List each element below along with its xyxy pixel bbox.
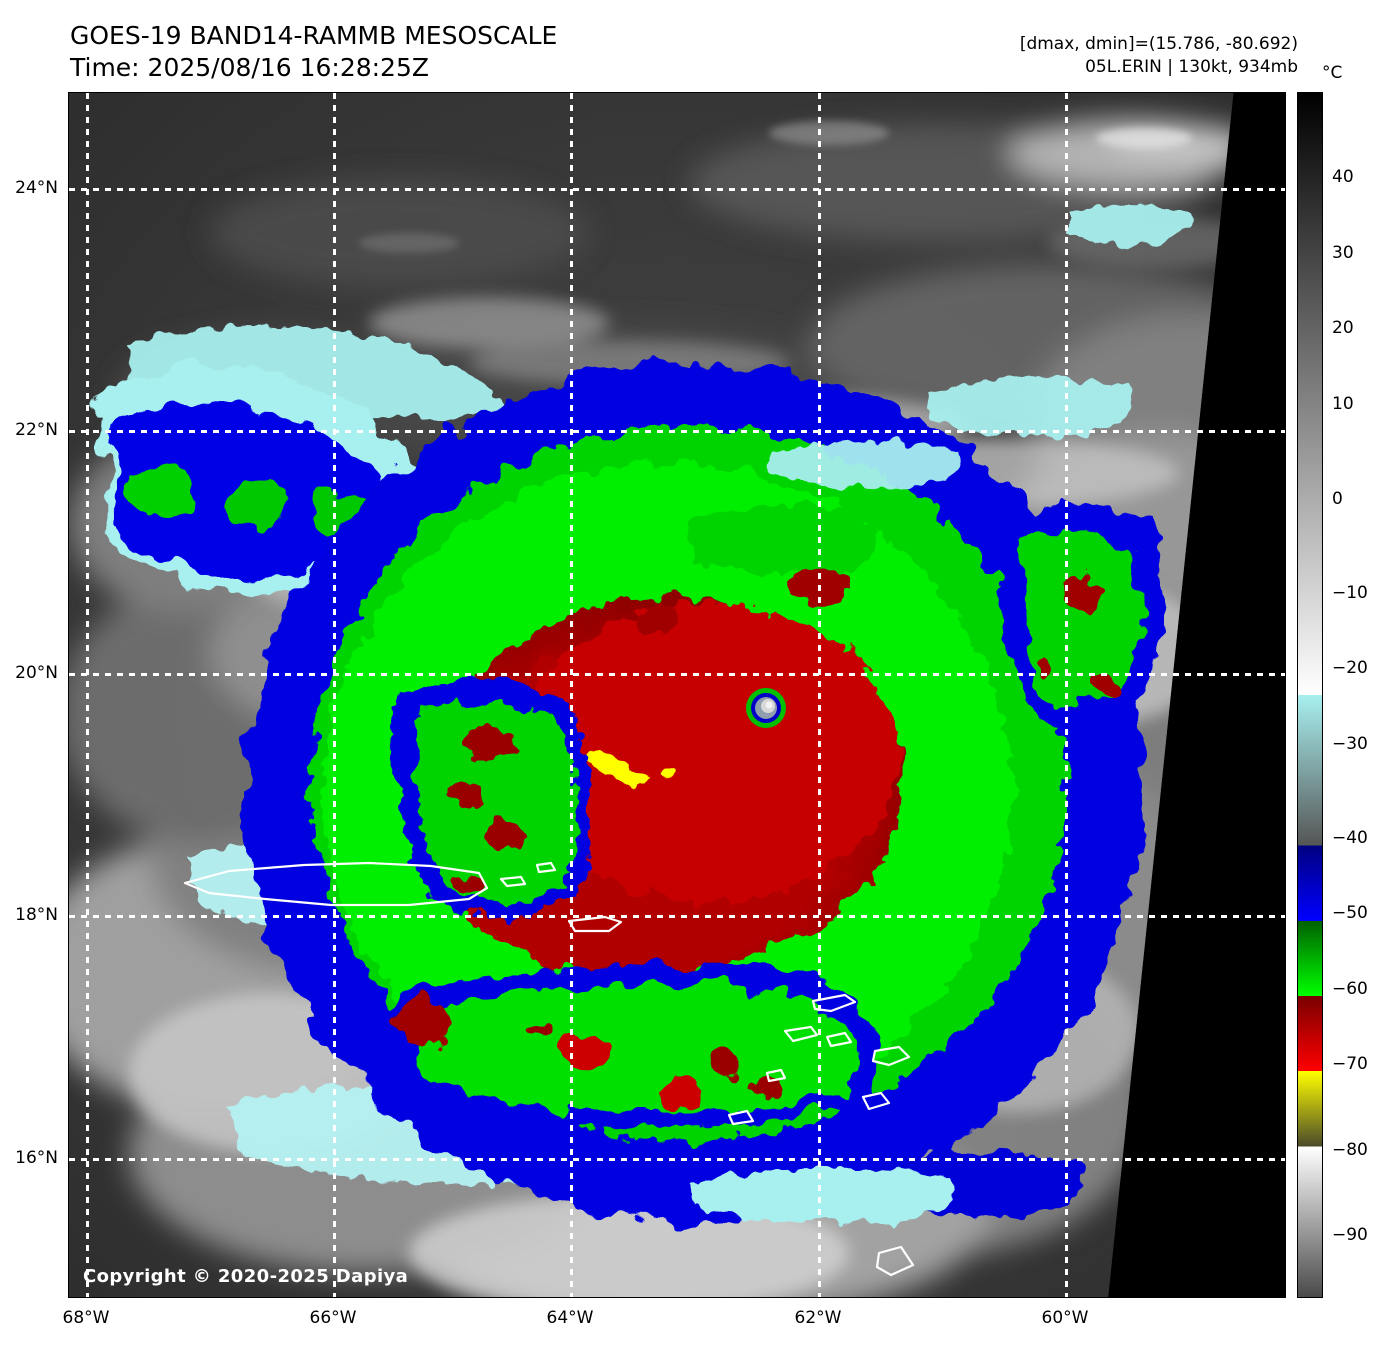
satellite-data-footprint (69, 93, 1234, 1297)
x-tick-62w: 62°W (794, 1308, 842, 1328)
dmax-dmin-label: [dmax, dmin]=(15.786, -80.692) (1019, 34, 1298, 54)
y-tick-18n: 18°N (15, 905, 58, 925)
gridline-lon-64w (570, 93, 573, 1297)
cb-tick-0: 0 (1332, 489, 1343, 509)
hurricane-eye (746, 688, 786, 728)
y-tick-24n: 24°N (15, 178, 58, 198)
cb-tick-m50: −50 (1332, 903, 1368, 923)
temperature-colorbar[interactable] (1297, 92, 1323, 1298)
y-tick-16n: 16°N (15, 1148, 58, 1168)
x-tick-68w: 68°W (62, 1308, 110, 1328)
gridline-lat-24n (69, 188, 1285, 191)
gridline-lat-20n (69, 673, 1285, 676)
copyright-label: Copyright © 2020-2025 Dapiya (83, 1266, 409, 1287)
gridline-lon-66w (333, 93, 336, 1297)
cb-tick-m30: −30 (1332, 734, 1368, 754)
cb-tick-m90: −90 (1332, 1225, 1368, 1245)
cb-tick-m20: −20 (1332, 658, 1368, 678)
y-tick-20n: 20°N (15, 663, 58, 683)
cb-tick-m80: −80 (1332, 1140, 1368, 1160)
product-title: GOES-19 BAND14-RAMMB MESOSCALE (70, 21, 558, 50)
cb-tick-40: 40 (1332, 167, 1354, 187)
cb-tick-10: 10 (1332, 394, 1354, 414)
cb-tick-m60: −60 (1332, 979, 1368, 999)
coastline-overlay (183, 861, 915, 1277)
cb-tick-m70: −70 (1332, 1054, 1368, 1074)
colorbar-gradient (1298, 93, 1322, 1297)
cb-tick-m40: −40 (1332, 828, 1368, 848)
x-tick-64w: 64°W (546, 1308, 594, 1328)
colorbar-unit-label: °C (1322, 63, 1343, 83)
page-title: GOES-19 BAND14-RAMMB MESOSCALE Time: 202… (70, 20, 557, 84)
gridline-lat-16n (69, 1158, 1285, 1161)
cb-tick-30: 30 (1332, 243, 1354, 263)
gridline-lon-68w (86, 93, 89, 1297)
timestamp-label: Time: 2025/08/16 16:28:25Z (70, 53, 429, 82)
gridline-lon-62w (818, 93, 821, 1297)
x-tick-60w: 60°W (1041, 1308, 1089, 1328)
infrared-enhancement-layer (99, 205, 1190, 1224)
storm-info-label: 05L.ERIN | 130kt, 934mb (1085, 56, 1298, 77)
gridline-lat-22n (69, 430, 1285, 433)
cb-tick-20: 20 (1332, 318, 1354, 338)
gridline-lon-60w (1065, 93, 1068, 1297)
x-tick-66w: 66°W (309, 1308, 357, 1328)
graticule-overlay (69, 93, 1285, 1297)
cb-tick-m10: −10 (1332, 583, 1368, 603)
y-tick-22n: 22°N (15, 420, 58, 440)
gridline-lat-18n (69, 915, 1285, 918)
metadata-block: [dmax, dmin]=(15.786, -80.692) 05L.ERIN … (1020, 33, 1298, 79)
satellite-image-canvas[interactable]: Copyright © 2020-2025 Dapiya (68, 92, 1286, 1298)
